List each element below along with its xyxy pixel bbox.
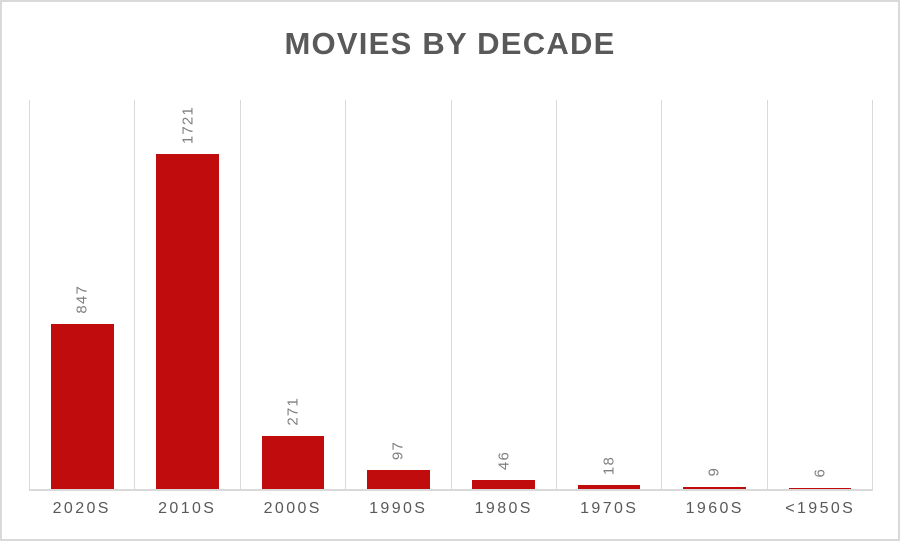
bar-value-label: 46 xyxy=(495,450,513,470)
bar-value-label: 6 xyxy=(811,468,829,478)
bar xyxy=(577,485,641,489)
bar-cell: 6 xyxy=(766,100,873,489)
bar xyxy=(156,154,219,489)
x-axis: 2020S 2010S 2000S 1990S 1980S 1970S 1960S <1950… xyxy=(29,491,873,518)
x-axis-label: 1970S xyxy=(580,500,639,517)
bar-value-label: 271 xyxy=(284,397,302,426)
bar xyxy=(367,470,430,489)
bar-cell: 97 xyxy=(345,100,450,489)
x-axis-label: 1960S xyxy=(685,500,744,517)
bar-value-label: 847 xyxy=(73,285,91,314)
bar-cell: 847 xyxy=(29,100,134,489)
x-axis-label: 1980S xyxy=(474,500,533,517)
bar-cell: 18 xyxy=(555,100,661,489)
bar xyxy=(261,436,325,489)
x-axis-label: 2000S xyxy=(263,500,322,517)
bar xyxy=(788,488,852,489)
x-axis-label: 1990S xyxy=(369,500,428,517)
bar-value-label: 9 xyxy=(705,467,723,477)
x-axis-label: 2010S xyxy=(158,500,217,517)
bar-value-label: 1721 xyxy=(179,105,197,144)
bar xyxy=(472,480,535,489)
bar-cell: 271 xyxy=(239,100,345,489)
bar-value-label: 97 xyxy=(389,440,407,460)
bar-cell: 9 xyxy=(661,100,766,489)
plot-area: 847 1721 271 97 46 18 9 6 xyxy=(29,100,873,491)
chart-title: MOVIES BY DECADE xyxy=(284,26,616,61)
bar xyxy=(50,324,114,489)
bar xyxy=(683,487,746,489)
bar-cell: 1721 xyxy=(134,100,239,489)
bar-cell: 46 xyxy=(450,100,556,489)
bar-value-label: 18 xyxy=(600,455,618,475)
x-axis-label: <1950S xyxy=(785,500,856,517)
x-axis-label: 2020S xyxy=(52,500,111,517)
